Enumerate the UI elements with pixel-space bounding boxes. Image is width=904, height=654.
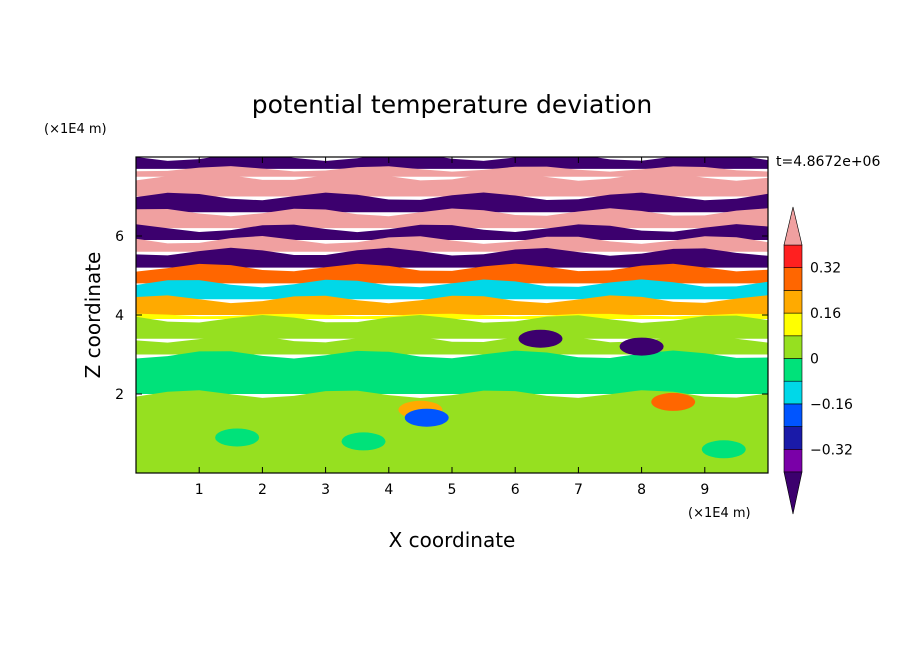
colorbar-swatch [783, 244, 803, 269]
colorbar-swatch [783, 380, 803, 405]
x-tick-label: 9 [700, 482, 709, 498]
field-blob [404, 408, 449, 427]
field-band [136, 279, 768, 300]
field-band [136, 208, 768, 229]
y-axis: 2 4 6 [115, 229, 768, 403]
plot-area: 1 2 3 4 5 6 7 8 9 2 4 6 [115, 156, 769, 498]
colorbar-swatch [783, 448, 803, 473]
colorbar-label: 0.32 [810, 261, 841, 277]
x-axis: 1 2 3 4 5 6 7 8 9 [195, 157, 709, 498]
x-tick-label: 7 [574, 482, 583, 498]
y-unit-label: (×1E4 m) [44, 122, 107, 137]
x-tick-label: 3 [321, 482, 330, 498]
field-blob [619, 337, 664, 356]
colorbar-swatch [783, 358, 803, 382]
field-band [136, 263, 768, 284]
field-band [136, 295, 768, 315]
x-tick-label: 8 [637, 482, 646, 498]
field-band [136, 224, 768, 240]
colorbar-label: −0.16 [810, 397, 853, 413]
y-axis-label: Z coordinate [81, 252, 105, 379]
field-blob [518, 329, 563, 348]
y-tick-label: 2 [115, 387, 124, 403]
x-axis-label: X coordinate [389, 528, 516, 552]
colorbar-label: 0.16 [810, 306, 841, 322]
field-band [136, 334, 768, 355]
y-tick-label: 6 [115, 229, 124, 245]
colorbar-label: −0.32 [810, 442, 853, 458]
x-tick-label: 2 [258, 482, 267, 498]
field-blob [341, 432, 386, 451]
field-blob [651, 392, 696, 411]
x-unit-label: (×1E4 m) [688, 506, 751, 521]
colorbar-swatch [783, 335, 803, 359]
x-tick-label: 5 [448, 482, 457, 498]
colorbar-label: 0 [810, 352, 819, 368]
colorbar-swatch [783, 290, 803, 314]
field-band [136, 192, 768, 213]
field-band [136, 172, 768, 197]
field-blob [215, 428, 260, 447]
colorbar: 0.32 0.16 0 −0.16 −0.32 [783, 206, 853, 515]
field-band [136, 390, 768, 473]
chart-title: potential temperature deviation [252, 90, 652, 119]
x-tick-label: 6 [511, 482, 520, 498]
field-band [136, 315, 768, 339]
field-band [136, 247, 768, 268]
time-label: t=4.8672e+06 [776, 154, 880, 170]
colorbar-swatch [783, 312, 803, 337]
y-tick-label: 4 [115, 308, 124, 324]
colorbar-extend-bottom [783, 471, 803, 515]
field-band [136, 166, 768, 177]
x-tick-label: 4 [384, 482, 393, 498]
colorbar-swatch [783, 267, 803, 291]
colorbar-swatch [783, 403, 803, 427]
field-blob [701, 440, 746, 459]
x-tick-label: 1 [195, 482, 204, 498]
field-band [136, 236, 768, 252]
colorbar-swatch [783, 426, 803, 450]
field-band [136, 350, 768, 394]
colorbar-extend-top [783, 206, 803, 246]
